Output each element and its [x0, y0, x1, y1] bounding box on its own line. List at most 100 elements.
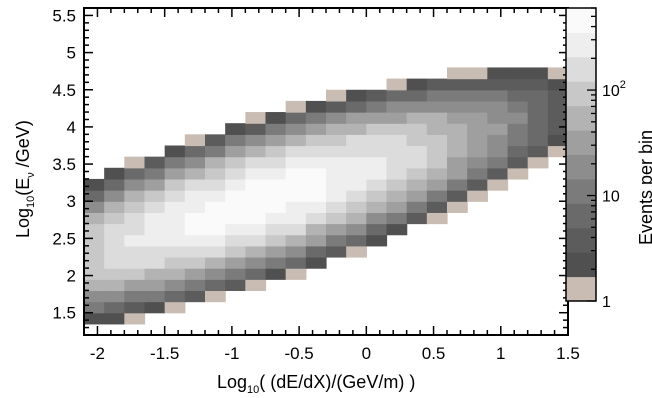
heatmap-cell	[245, 212, 267, 225]
heatmap-cell	[527, 67, 549, 80]
colorbar-title: Events per bin	[636, 130, 652, 245]
heatmap-cell	[547, 112, 569, 124]
heatmap-cell	[225, 245, 246, 258]
heatmap-cell	[205, 279, 226, 292]
heatmap-cells	[84, 67, 569, 325]
heatmap-cell	[245, 245, 267, 258]
heatmap-cell	[426, 78, 448, 91]
heatmap-cell	[406, 212, 428, 225]
heatmap-cell	[245, 112, 267, 124]
colorbar-ticks: 1 10 102	[587, 7, 626, 311]
heatmap-cell	[245, 268, 267, 280]
y-axis-title-body1: (E	[13, 178, 33, 196]
heatmap-cell	[164, 145, 186, 158]
heatmap-cell	[205, 156, 226, 169]
heatmap-cell	[346, 134, 367, 147]
heatmap-cell	[346, 190, 367, 202]
y-axis-title: Log10(Eν /GeV)	[13, 120, 37, 238]
heatmap-cell	[225, 212, 246, 225]
heatmap-cell	[406, 178, 428, 191]
heatmap-cell	[467, 145, 488, 158]
colorbar-swatch	[566, 105, 596, 131]
heatmap-cell	[305, 167, 327, 180]
heatmap-cell	[426, 167, 448, 180]
heatmap-cell	[285, 100, 307, 113]
heatmap-cell	[84, 301, 105, 314]
heatmap-cell	[225, 268, 246, 280]
heatmap-cell	[205, 234, 226, 247]
heatmap-cell	[366, 134, 388, 147]
heatmap-cell	[104, 190, 125, 202]
heatmap-cell	[426, 123, 448, 135]
heatmap-cell	[386, 178, 408, 191]
heatmap-cell	[104, 268, 125, 280]
x-tick-label: 1.5	[556, 344, 580, 363]
heatmap-cell	[285, 223, 307, 236]
heatmap-cell	[265, 178, 287, 191]
heatmap-cell	[305, 178, 327, 191]
heatmap-cell	[84, 245, 105, 258]
heatmap-cell	[205, 134, 226, 147]
heatmap-cell	[144, 178, 166, 191]
heatmap-cell	[265, 234, 287, 247]
heatmap-cell	[305, 156, 327, 169]
heatmap-cell	[184, 167, 206, 180]
heatmap-cell	[386, 201, 408, 213]
y-tick-label: 3.5	[52, 155, 76, 174]
heatmap-cell	[205, 245, 226, 258]
heatmap-cell	[447, 145, 468, 158]
heatmap-cell	[487, 78, 509, 91]
heatmap-cell	[225, 156, 246, 169]
heatmap-cell	[164, 245, 186, 258]
colorbar-tick-label: 10	[602, 189, 620, 206]
colorbar-swatch	[566, 252, 596, 278]
heatmap-cell	[104, 212, 125, 225]
heatmap-cell	[386, 212, 408, 225]
heatmap-cell	[426, 134, 448, 147]
heatmap-cell	[225, 201, 246, 213]
heatmap-cell	[184, 134, 206, 147]
colorbar	[566, 8, 596, 302]
heatmap-cell	[144, 156, 166, 169]
colorbar-swatch	[566, 178, 596, 204]
heatmap-cell	[285, 178, 307, 191]
heatmap-cell	[285, 134, 307, 147]
heatmap-cell	[527, 100, 549, 113]
heatmap-cell	[346, 234, 367, 247]
heatmap-cell	[184, 290, 206, 303]
heatmap-cell	[124, 312, 146, 325]
colorbar-swatch	[566, 8, 596, 33]
heatmap-cell	[547, 100, 569, 113]
heatmap-cell	[507, 100, 529, 113]
heatmap-cell	[184, 234, 206, 247]
heatmap-cell	[366, 156, 388, 169]
heatmap-cell	[285, 190, 307, 202]
heatmap-cell	[225, 167, 246, 180]
y-tick-label: 5.5	[52, 6, 76, 25]
heatmap-cell	[144, 301, 166, 314]
heatmap-cell	[326, 245, 347, 258]
heatmap-cell	[426, 145, 448, 158]
x-axis-title-body: ( (dE/dX)/(GeV/m) )	[259, 372, 415, 392]
heatmap-cell	[245, 156, 267, 169]
heatmap-cell	[205, 145, 226, 158]
heatmap-cell	[346, 89, 367, 102]
heatmap-cell	[265, 268, 287, 280]
heatmap-cell	[245, 123, 267, 135]
heatmap-cell	[265, 256, 287, 269]
heatmap-cell	[245, 223, 267, 236]
heatmap-cell	[184, 145, 206, 158]
heatmap-cell	[386, 134, 408, 147]
heatmap-cell	[285, 123, 307, 135]
heatmap-cell	[84, 290, 105, 303]
colorbar-swatch	[566, 81, 596, 107]
x-tick-label: 1	[496, 344, 505, 363]
heatmap-cell	[124, 178, 146, 191]
heatmap-cell	[104, 256, 125, 269]
heatmap-cell	[305, 145, 327, 158]
heatmap-cell	[487, 156, 509, 169]
heatmap-cell	[184, 256, 206, 269]
heatmap-cell	[84, 223, 105, 236]
heatmap-cell	[184, 178, 206, 191]
